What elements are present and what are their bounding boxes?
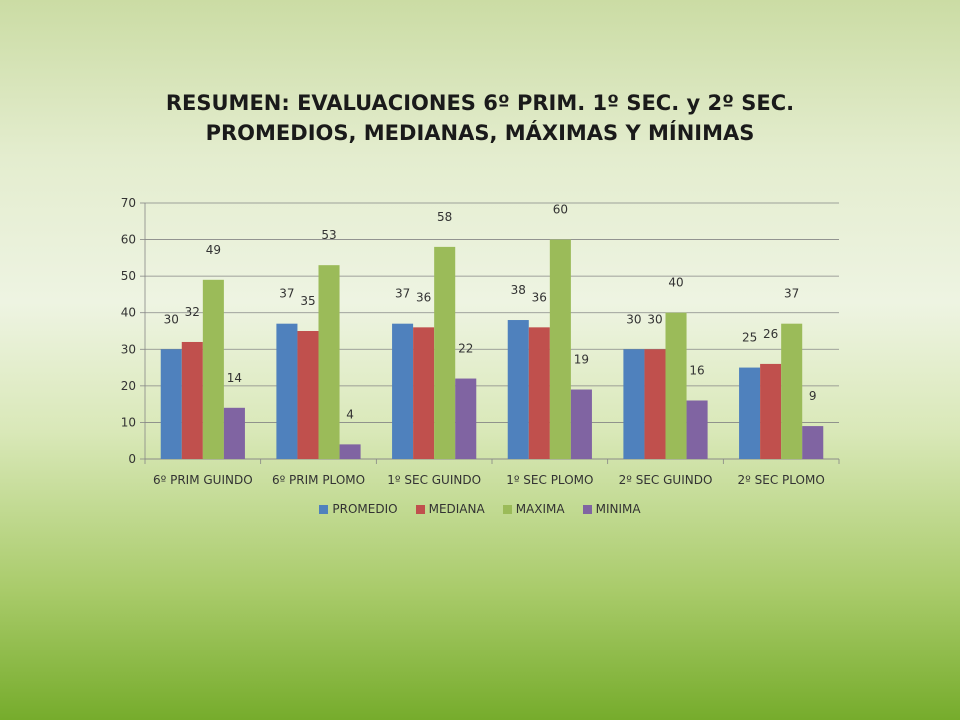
chart-title-line-2: PROMEDIOS, MEDIANAS, MÁXIMAS Y MÍNIMAS bbox=[205, 121, 755, 145]
x-tick-label: 1º SEC PLOMO bbox=[506, 473, 593, 487]
x-tick-label: 2º SEC PLOMO bbox=[738, 473, 825, 487]
y-tick-label: 20 bbox=[121, 379, 136, 393]
y-tick-label: 10 bbox=[121, 415, 136, 429]
bar-promedio bbox=[160, 349, 182, 459]
bar-minima bbox=[570, 389, 592, 459]
x-tick-label: 1º SEC GUINDO bbox=[387, 473, 481, 487]
legend-item-mediana: MEDIANA bbox=[415, 502, 485, 516]
bar-mediana bbox=[413, 327, 435, 459]
data-label: 53 bbox=[321, 228, 336, 242]
bar-maxima bbox=[202, 279, 224, 459]
bar-minima bbox=[802, 426, 824, 459]
bar-promedio bbox=[739, 367, 761, 459]
bar-mediana bbox=[644, 349, 666, 459]
data-label: 35 bbox=[300, 294, 315, 308]
legend-item-maxima: MAXIMA bbox=[502, 502, 565, 516]
bar-mediana bbox=[297, 331, 319, 459]
data-label: 38 bbox=[511, 283, 526, 297]
data-label: 30 bbox=[164, 312, 179, 326]
bar-promedio bbox=[507, 320, 529, 459]
y-tick-label: 50 bbox=[121, 269, 136, 283]
data-label: 25 bbox=[742, 331, 757, 345]
data-label: 30 bbox=[647, 312, 662, 326]
legend-label: MEDIANA bbox=[428, 502, 485, 516]
bar-minima bbox=[339, 444, 361, 459]
bar-maxima bbox=[434, 246, 456, 459]
data-label: 58 bbox=[437, 210, 452, 224]
legend-label: PROMEDIO bbox=[332, 502, 398, 516]
data-label: 30 bbox=[626, 312, 641, 326]
bars bbox=[160, 239, 824, 459]
legend-label: MAXIMA bbox=[515, 502, 565, 516]
data-label: 22 bbox=[458, 342, 473, 356]
legend-swatch bbox=[502, 504, 512, 514]
data-label: 60 bbox=[553, 203, 568, 217]
data-label: 16 bbox=[689, 363, 704, 377]
data-label: 40 bbox=[668, 276, 683, 290]
gridlines bbox=[145, 202, 839, 460]
legend-item-promedio: PROMEDIO bbox=[319, 502, 398, 516]
bar-mediana bbox=[528, 327, 550, 459]
bar-mediana bbox=[181, 341, 203, 459]
chart-title-line-1: RESUMEN: EVALUACIONES 6º PRIM. 1º SEC. y… bbox=[165, 91, 795, 115]
y-tick-label: 30 bbox=[121, 342, 136, 356]
bar-maxima bbox=[549, 239, 571, 459]
bar-minima bbox=[455, 378, 477, 459]
data-label: 37 bbox=[395, 287, 410, 301]
bar-promedio bbox=[392, 323, 414, 459]
chart-title: RESUMEN: EVALUACIONES 6º PRIM. 1º SEC. y… bbox=[0, 88, 960, 148]
x-tick-label: 6º PRIM PLOMO bbox=[272, 473, 365, 487]
legend-item-minima: MINIMA bbox=[582, 502, 641, 516]
bar-minima bbox=[686, 400, 708, 459]
data-label: 26 bbox=[763, 327, 778, 341]
data-label: 49 bbox=[206, 243, 221, 257]
legend: PROMEDIO MEDIANA MAXIMA MINIMA bbox=[0, 502, 960, 516]
x-tick-label: 2º SEC GUINDO bbox=[619, 473, 713, 487]
data-label: 9 bbox=[809, 389, 817, 403]
data-label: 37 bbox=[784, 287, 799, 301]
data-label: 32 bbox=[185, 305, 200, 319]
data-label: 19 bbox=[574, 353, 589, 367]
bar-maxima bbox=[318, 265, 340, 459]
bar-promedio bbox=[276, 323, 298, 459]
data-label: 14 bbox=[227, 371, 242, 385]
data-label: 37 bbox=[279, 287, 294, 301]
data-label: 36 bbox=[532, 290, 547, 304]
y-tick-label: 0 bbox=[128, 452, 136, 466]
y-tick-label: 40 bbox=[121, 306, 136, 320]
y-tick-label: 60 bbox=[121, 233, 136, 247]
legend-swatch bbox=[582, 504, 592, 514]
bar-promedio bbox=[623, 349, 645, 459]
legend-swatch bbox=[319, 504, 329, 514]
bar-maxima bbox=[665, 312, 687, 459]
axes: 0 10 20 30 40 50 60 70 6º PRIM GUINDO 6º PRIM PLO… bbox=[121, 196, 840, 487]
bar-minima bbox=[223, 407, 245, 459]
legend-swatch bbox=[415, 504, 425, 514]
data-label: 4 bbox=[346, 407, 354, 421]
legend-label: MINIMA bbox=[595, 502, 641, 516]
x-tick-label: 6º PRIM GUINDO bbox=[153, 473, 253, 487]
data-label: 36 bbox=[416, 290, 431, 304]
data-labels: 30 32 49 14 37 35 53 4 37 36 58 22 38 36 60 19 30 30 40 16 2… bbox=[164, 203, 817, 422]
bar-maxima bbox=[781, 323, 803, 459]
bar-mediana bbox=[760, 363, 782, 459]
y-tick-label: 70 bbox=[121, 196, 136, 210]
